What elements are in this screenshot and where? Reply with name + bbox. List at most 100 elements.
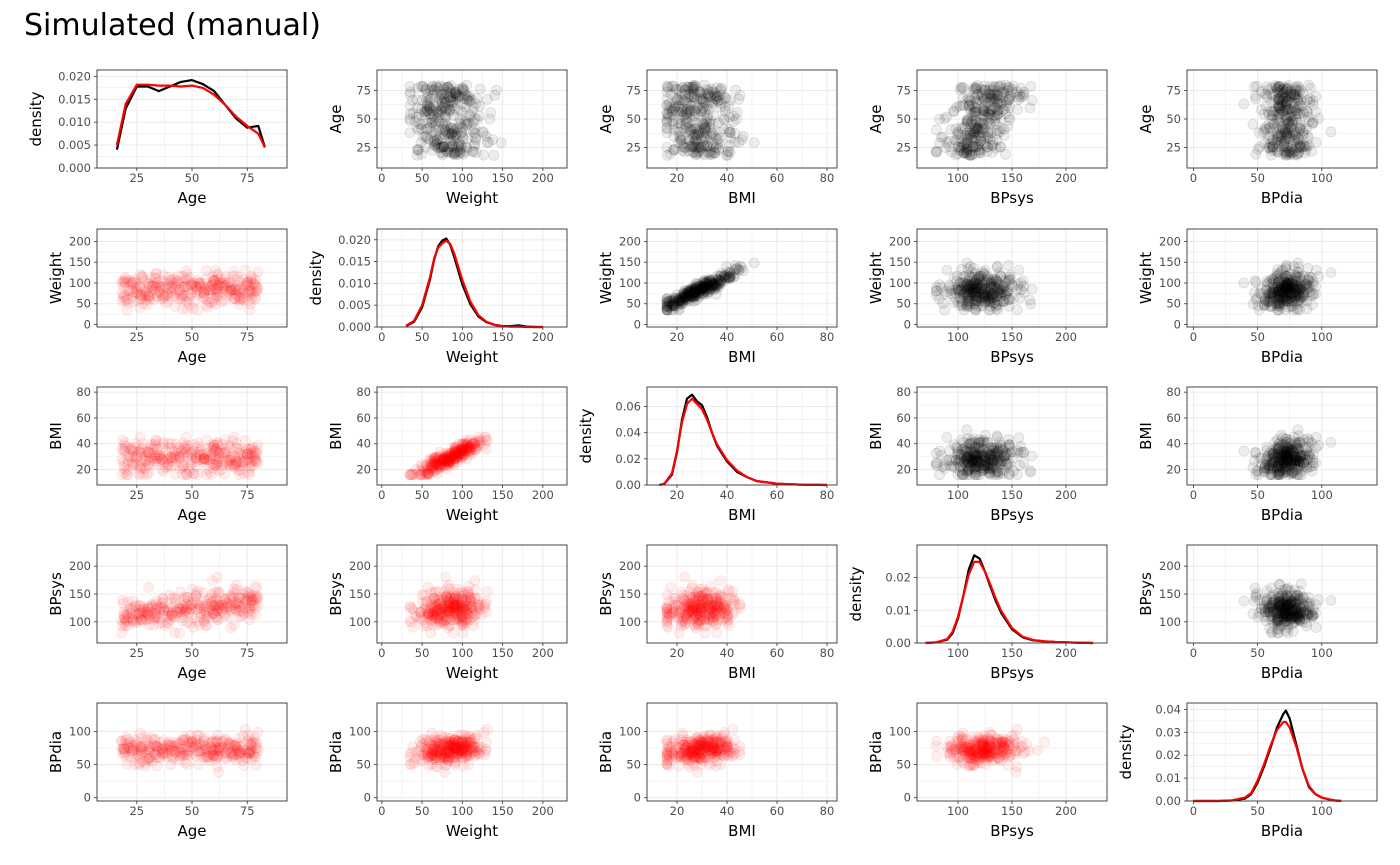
y-tick-label: 0 (84, 318, 91, 332)
data-point (472, 436, 484, 448)
data-point (485, 107, 497, 118)
data-point (449, 88, 461, 100)
data-point (450, 147, 462, 159)
data-point (452, 141, 464, 153)
y-axis-label: Age (327, 104, 345, 133)
x-axis-label: Age (177, 664, 206, 682)
data-point (438, 121, 450, 133)
y-tick-label: 150 (619, 255, 641, 269)
data-point (931, 285, 942, 297)
data-point (453, 91, 465, 103)
data-point (454, 146, 466, 158)
data-point (449, 449, 461, 461)
data-point (431, 138, 443, 150)
data-point (243, 607, 255, 618)
data-point (666, 88, 677, 100)
data-point (478, 149, 490, 161)
data-point (453, 140, 465, 152)
x-tick-label: 60 (770, 488, 785, 502)
data-point (431, 113, 443, 124)
y-tick-label: 60 (1166, 411, 1181, 425)
panel-background (647, 387, 837, 485)
data-point (968, 462, 979, 474)
data-point (446, 125, 458, 137)
x-axis-label: BPsys (990, 348, 1034, 366)
data-point (125, 444, 137, 456)
data-point (426, 460, 438, 472)
y-tick-label: 200 (889, 234, 911, 248)
x-tick-label: 20 (670, 488, 685, 502)
data-point (461, 119, 472, 131)
data-point (190, 587, 202, 599)
y-axis-label: density (577, 408, 595, 463)
y-tick-label: 100 (69, 276, 91, 290)
y-tick-label: 20 (1166, 463, 1181, 477)
data-point (1306, 299, 1318, 311)
y-tick-label: 0.020 (338, 233, 371, 247)
data-point (404, 600, 416, 612)
data-point (931, 124, 942, 136)
data-point (956, 469, 968, 481)
data-point (474, 100, 486, 112)
data-point (458, 85, 470, 97)
x-tick-label: 25 (129, 171, 144, 185)
data-point (937, 297, 949, 309)
data-point (446, 141, 458, 153)
y-tick-label: 0.06 (615, 399, 641, 413)
data-point (177, 293, 188, 305)
data-point (116, 469, 128, 481)
data-point (443, 141, 454, 153)
data-point (156, 601, 168, 613)
data-point (429, 103, 441, 115)
data-point (991, 441, 1003, 453)
data-point (1276, 99, 1288, 111)
x-tick-label: 75 (240, 646, 255, 660)
data-point (482, 586, 493, 597)
y-tick-label: 100 (619, 276, 641, 290)
data-point (1002, 82, 1013, 93)
data-point (437, 149, 449, 161)
y-tick-label: 0.005 (58, 138, 91, 152)
data-point (704, 86, 716, 98)
data-point (461, 94, 473, 106)
data-point (1305, 82, 1316, 94)
data-point (469, 113, 481, 124)
data-point (438, 102, 450, 114)
x-tick-label: 100 (947, 171, 969, 185)
data-point (1025, 80, 1037, 92)
data-point (442, 81, 454, 93)
data-point (460, 101, 472, 113)
data-point (466, 94, 477, 106)
y-tick-label: 100 (1159, 276, 1181, 290)
data-point (945, 123, 957, 135)
y-tick-label: 0.005 (338, 298, 371, 312)
data-point (157, 269, 169, 281)
data-point (440, 145, 452, 157)
data-point (668, 131, 680, 143)
data-point (440, 126, 452, 138)
data-point (669, 143, 681, 155)
data-point (984, 119, 996, 130)
data-point (1254, 141, 1266, 153)
x-tick-label: 50 (1250, 488, 1265, 502)
data-point (1303, 275, 1314, 287)
data-point (437, 147, 449, 159)
data-point (429, 135, 441, 147)
x-tick-label: 50 (185, 488, 200, 502)
panel-background (377, 229, 567, 327)
data-point (1249, 275, 1261, 287)
x-tick-label: 100 (451, 488, 473, 502)
data-point (142, 289, 153, 301)
data-point (432, 108, 444, 120)
y-tick-label: 50 (896, 112, 911, 126)
data-point (426, 117, 438, 129)
y-axis-label: BMI (327, 422, 345, 450)
y-tick-label: 40 (76, 437, 91, 451)
y-axis-label: Weight (867, 252, 885, 304)
data-point (454, 144, 466, 156)
data-point (411, 122, 423, 133)
data-point (428, 114, 440, 126)
